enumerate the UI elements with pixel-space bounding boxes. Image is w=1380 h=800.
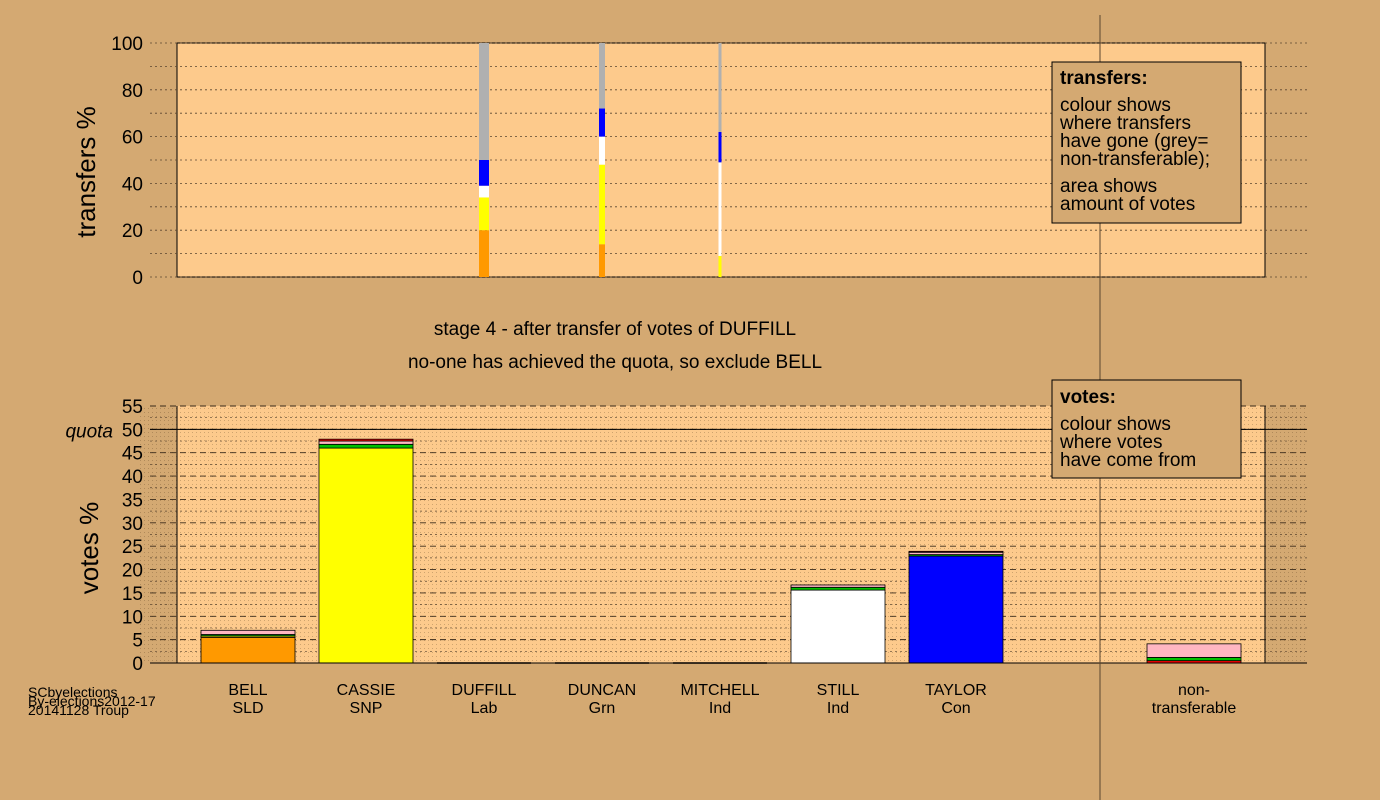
transfer-segment-duffill-to-nontransferable	[479, 43, 489, 160]
votes-legend-title: votes:	[1060, 387, 1116, 408]
transfers-y-tick-label: 80	[122, 81, 143, 102]
transfers-legend: transfers: colour shows where transfers …	[1051, 61, 1242, 224]
transfer-segment-duncan-to-cassie	[599, 164, 605, 245]
footer-line: By-elections2012-17	[28, 693, 156, 709]
transfers-legend-line: non-transferable);	[1060, 149, 1210, 170]
transfers-legend-line: where transfers	[1059, 113, 1191, 134]
category-label-party: Ind	[709, 700, 731, 717]
votes-segment-still-from-mitchell	[790, 584, 886, 588]
votes-y-tick-label: 50	[122, 420, 143, 441]
category-label-name: non-	[1178, 682, 1210, 699]
votes-y-tick-label: 10	[122, 607, 143, 628]
category-label-name: TAYLOR	[925, 682, 987, 699]
votes-legend-line: where votes	[1059, 432, 1162, 453]
votes-y-tick-label: 45	[122, 444, 143, 465]
category-label-party: Ind	[827, 700, 849, 717]
votes-segment-non-from-mitchell	[1146, 643, 1242, 658]
votes-legend-line: colour shows	[1060, 414, 1171, 435]
votes-segment-still-from-duncan	[790, 586, 886, 591]
transfer-segment-duffill-to-taylor	[479, 160, 489, 186]
transfer-segment-duncan-to-nontransferable	[599, 43, 605, 109]
votes-legend: votes: colour shows where votes have com…	[1051, 379, 1242, 479]
votes-y-tick-label: 40	[122, 467, 143, 488]
votes-y-tick-label: 20	[122, 561, 143, 582]
transfers-legend-line: have gone (grey=	[1060, 131, 1208, 152]
stage-title: stage 4 - after transfer of votes of DUF…	[434, 319, 796, 340]
footer-line: 20141128 Troup	[28, 702, 129, 718]
transfer-segment-duffill-to-cassie	[479, 197, 489, 231]
transfer-segment-duffill-to-bell	[479, 230, 489, 277]
votes-y-tick-label: 55	[122, 397, 143, 418]
transfers-legend-line: colour shows	[1060, 95, 1171, 116]
category-label-name: DUFFILL	[452, 682, 517, 699]
category-label-party: SNP	[350, 700, 383, 717]
transfers-y-tick-label: 60	[122, 128, 143, 149]
votes-segment-taylor-from-duffill	[908, 550, 1004, 553]
votes-segment-taylor-from-taylor	[908, 555, 1004, 664]
category-label-party: Lab	[471, 700, 498, 717]
transfer-segment-duncan-to-bell	[599, 244, 605, 277]
category-label-party: Con	[941, 700, 970, 717]
footer-line: SCbyelections	[28, 684, 118, 700]
transfers-y-tick-label: 100	[111, 34, 143, 55]
votes-segment-cassie-from-duffill	[318, 438, 414, 442]
transfers-legend-line: area shows	[1060, 176, 1157, 197]
votes-y-tick-label: 0	[132, 654, 143, 675]
category-label-name: MITCHELL	[680, 682, 759, 699]
votes-segment-bell-from-mitchell	[200, 629, 296, 635]
category-label-name: CASSIE	[337, 682, 396, 699]
category-label-party: SLD	[232, 700, 263, 717]
transfers-y-ticks: 0 20 40 60 80 100	[111, 34, 143, 289]
votes-y-tick-label: 25	[122, 537, 143, 558]
transfers-y-tick-label: 20	[122, 221, 143, 242]
votes-segment-non-from-duncan	[1146, 656, 1242, 662]
transfers-legend-line: amount of votes	[1060, 194, 1195, 215]
votes-segment-still-from-still	[790, 589, 886, 664]
category-label-name: STILL	[817, 682, 860, 699]
category-label-name: DUNCAN	[568, 682, 636, 699]
transfers-legend-title: transfers:	[1060, 68, 1148, 89]
transfer-segment-duncan-to-taylor	[599, 108, 605, 137]
transfers-bars	[479, 43, 722, 277]
transfer-segment-mitchell-to-taylor	[718, 131, 722, 163]
votes-y-tick-label: 30	[122, 514, 143, 535]
votes-segment-cassie-from-mitchell	[318, 440, 414, 445]
transfer-segment-duncan-to-still	[599, 136, 605, 165]
category-label-party: Grn	[589, 700, 616, 717]
transfers-y-tick-label: 0	[132, 268, 143, 289]
quota-label: quota	[65, 421, 113, 442]
transfer-segment-duffill-to-still	[479, 185, 489, 198]
votes-y-tick-label: 35	[122, 490, 143, 511]
votes-y-tick-label: 5	[132, 631, 143, 652]
stage-subtitle: no-one has achieved the quota, so exclud…	[408, 352, 822, 373]
transfers-legend-box	[1051, 61, 1242, 224]
category-label-name: BELL	[228, 682, 267, 699]
transfer-segment-mitchell-to-cassie	[718, 255, 722, 277]
votes-y-axis-title: votes %	[74, 502, 104, 595]
votes-y-tick-label: 15	[122, 584, 143, 605]
votes-segment-bell-from-bell	[200, 636, 296, 664]
category-label-party: transferable	[1152, 700, 1237, 717]
votes-legend-line: have come from	[1060, 450, 1196, 471]
transfers-y-axis-title: transfers %	[71, 106, 101, 238]
votes-bars	[200, 438, 1242, 664]
transfers-y-tick-label: 40	[122, 174, 143, 195]
transfer-segment-mitchell-to-still	[718, 162, 722, 256]
votes-segment-cassie-from-duncan	[318, 443, 414, 449]
transfer-segment-mitchell-to-nontransferable	[718, 43, 722, 132]
votes-segment-cassie-from-cassie	[318, 447, 414, 664]
votes-legend-box	[1051, 379, 1242, 479]
